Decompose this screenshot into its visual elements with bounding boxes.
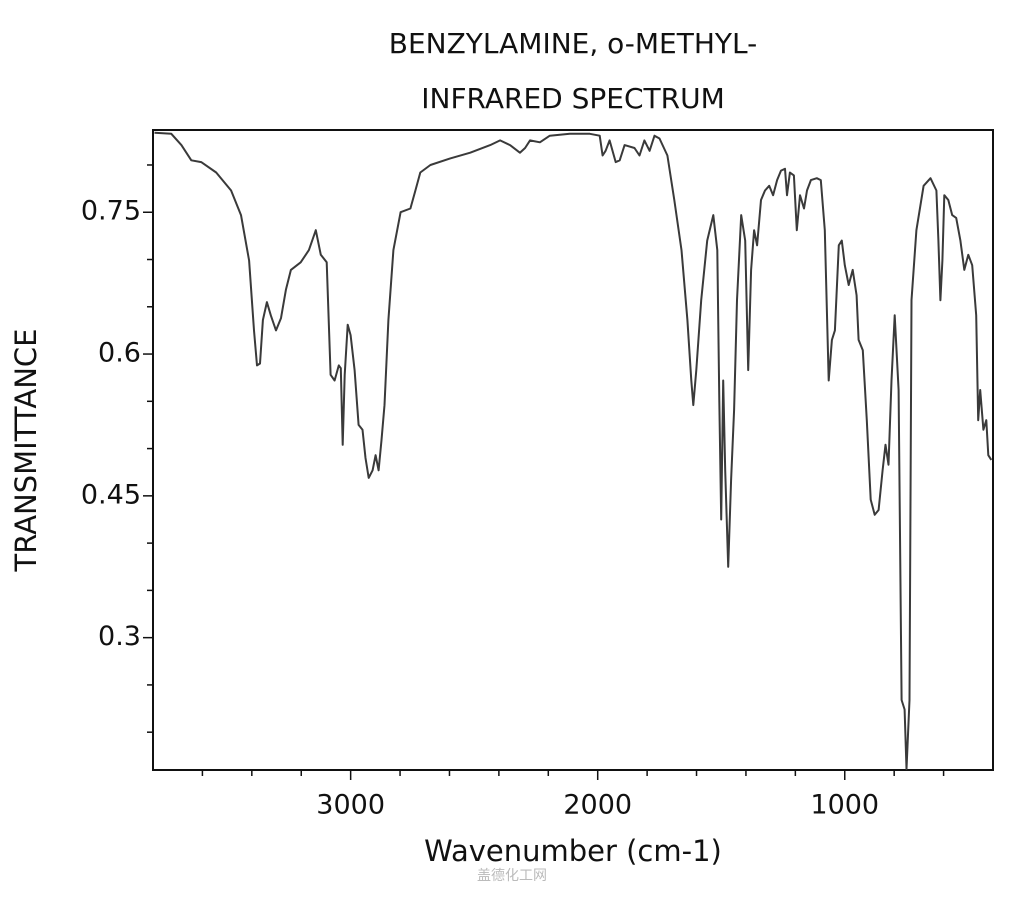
x-axis-label: Wavenumber (cm-1) — [424, 834, 722, 868]
chart-title: BENZYLAMINE, o-METHYL- — [389, 27, 757, 60]
plot-frame — [152, 129, 994, 771]
y-tick-label: 0.3 — [98, 621, 141, 652]
y-tick-label: 0.75 — [81, 196, 141, 227]
spectrum-line — [154, 131, 993, 771]
y-tick-label: 0.45 — [81, 479, 141, 510]
x-tick-label: 1000 — [810, 790, 879, 821]
x-tick-label: 2000 — [563, 790, 632, 821]
y-axis-label: TRANSMITTANCE — [9, 329, 43, 573]
x-tick-label: 3000 — [316, 790, 385, 821]
y-tick-label: 0.6 — [98, 338, 141, 369]
chart-subtitle: INFRARED SPECTRUM — [421, 82, 725, 115]
watermark: 盖德化工网 — [477, 868, 547, 884]
